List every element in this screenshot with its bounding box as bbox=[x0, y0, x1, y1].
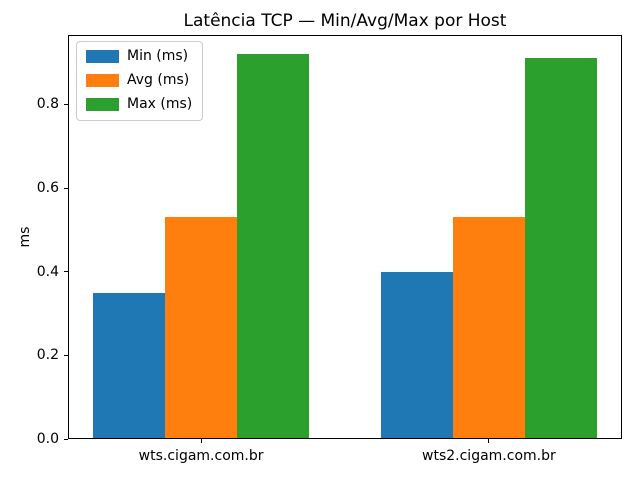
y-tick-label: 0.0 bbox=[36, 431, 59, 447]
x-tick-mark bbox=[200, 439, 202, 443]
legend-entry-max: Max (ms) bbox=[86, 97, 192, 112]
y-axis-label: ms bbox=[17, 226, 33, 248]
y-tick-mark bbox=[64, 103, 68, 105]
bar-max-wts2.cigam.com.br bbox=[524, 58, 597, 439]
legend-swatch-avg-icon bbox=[86, 74, 119, 87]
chart-title: Latência TCP — Min/Avg/Max por Host bbox=[183, 11, 507, 31]
x-tick-label: wts.cigam.com.br bbox=[138, 448, 264, 464]
legend: Min (ms) Avg (ms) Max (ms) bbox=[76, 41, 204, 121]
y-tick-mark bbox=[64, 438, 68, 440]
legend-swatch-max-icon bbox=[86, 98, 119, 111]
y-tick-mark bbox=[64, 354, 68, 356]
y-tick-label: 0.4 bbox=[36, 263, 59, 280]
legend-entry-avg: Avg (ms) bbox=[86, 73, 192, 88]
bar-min-wts2.cigam.com.br bbox=[380, 271, 453, 439]
y-tick-label: 0.8 bbox=[36, 96, 59, 113]
y-tick-mark bbox=[64, 187, 68, 189]
legend-swatch-min-icon bbox=[86, 50, 119, 63]
y-tick-mark bbox=[64, 271, 68, 273]
bar-avg-wts.cigam.com.br bbox=[165, 217, 238, 439]
legend-label-avg: Avg (ms) bbox=[127, 72, 190, 88]
x-tick-label: wts2.cigam.com.br bbox=[422, 448, 556, 464]
y-tick-label: 0.6 bbox=[36, 180, 59, 197]
x-tick-mark bbox=[488, 439, 490, 443]
bar-min-wts.cigam.com.br bbox=[93, 292, 166, 439]
y-tick-label: 0.2 bbox=[36, 347, 59, 364]
legend-label-min: Min (ms) bbox=[127, 48, 189, 64]
bar-max-wts.cigam.com.br bbox=[237, 54, 309, 439]
bar-avg-wts2.cigam.com.br bbox=[452, 217, 525, 439]
legend-label-max: Max (ms) bbox=[127, 96, 193, 112]
legend-entry-min: Min (ms) bbox=[86, 49, 192, 64]
